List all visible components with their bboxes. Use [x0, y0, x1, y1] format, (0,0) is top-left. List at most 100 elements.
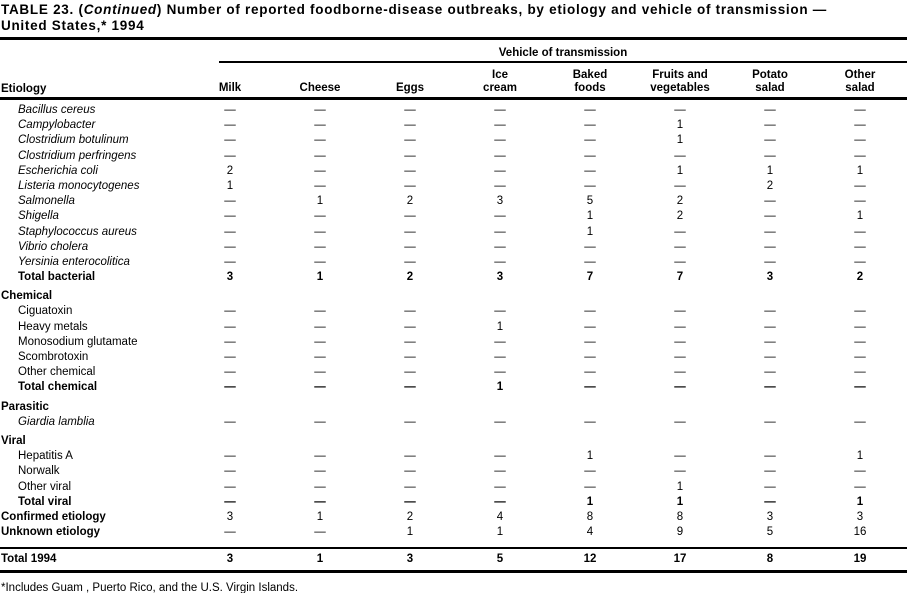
table-row: Parasitic [0, 400, 907, 415]
etiology-cell: Yersinia enterocolitica [18, 255, 130, 268]
value-cell: — [224, 225, 236, 238]
value-cell: — [764, 104, 776, 116]
value-cell: — [404, 415, 416, 428]
value-cell: — [584, 465, 596, 478]
value-cell: 2 [676, 210, 684, 223]
value-cell: — [764, 335, 776, 348]
value-cell: 2 [226, 164, 234, 177]
etiology-cell: Other viral [18, 480, 72, 493]
value-cell: — [494, 335, 506, 348]
etiology-cell: Campylobacter [18, 119, 96, 132]
etiology-cell: Bacillus cereus [18, 104, 96, 116]
value-cell: 3 [766, 271, 774, 284]
value-cell: 1 [586, 495, 594, 508]
value-cell: — [584, 179, 596, 192]
spanner-header: Vehicle of transmission [219, 46, 907, 63]
value-cell: 1 [676, 119, 684, 132]
table-row: Staphylococcus aureus — — — — 1 — — — [0, 225, 907, 240]
value-cell: — [674, 149, 686, 162]
value-cell: — [404, 450, 416, 463]
table-title-line2: United States,* 1994 [1, 17, 145, 33]
title-prefix: TABLE 23. ( [1, 2, 84, 17]
value-cell: — [494, 210, 506, 223]
table-row: Listeria monocytogenes 1 — — — — — 2 — [0, 179, 907, 194]
etiology-cell: Other chemical [18, 366, 96, 379]
value-cell: 3 [406, 553, 414, 566]
value-cell: — [584, 351, 596, 363]
value-cell: 1 [496, 381, 504, 394]
value-cell: 17 [673, 553, 687, 566]
value-cell: — [314, 465, 326, 478]
table-row: Campylobacter — — — — — 1 — — [0, 118, 907, 133]
table-row: Vibrio cholera — — — — — — — — [0, 240, 907, 255]
etiology-cell: Heavy metals [18, 320, 88, 333]
etiology-cell: Clostridium botulinum [18, 134, 129, 147]
etiology-cell: Total chemical [18, 381, 98, 394]
value-cell: — [584, 305, 596, 318]
table-row: Total chemical — — — 1 — — — — [0, 380, 907, 395]
value-cell: 1 [316, 553, 324, 566]
value-cell: — [764, 415, 776, 428]
value-cell: — [224, 526, 236, 539]
value-cell: — [404, 179, 416, 192]
value-cell: — [584, 134, 596, 147]
value-cell: 1 [856, 450, 864, 463]
value-cell: — [674, 335, 686, 348]
value-cell: — [674, 465, 686, 478]
value-cell: 1 [406, 526, 414, 539]
value-cell: — [674, 320, 686, 333]
value-cell: 2 [766, 179, 774, 192]
value-cell: 3 [226, 271, 234, 284]
value-cell: — [854, 255, 866, 268]
value-cell: — [584, 149, 596, 162]
value-cell: — [764, 149, 776, 162]
table-row: Chemical [0, 289, 907, 304]
value-cell: — [494, 255, 506, 268]
value-cell: — [314, 210, 326, 223]
value-cell: 2 [406, 271, 414, 284]
vehicle-column-header: Milk [218, 82, 242, 94]
value-cell: 1 [586, 450, 594, 463]
value-cell: 1 [316, 510, 324, 523]
table-row: Heavy metals — — — 1 — — — — [0, 320, 907, 335]
value-cell: — [404, 164, 416, 177]
etiology-cell: Hepatitis A [18, 450, 73, 463]
vehicle-column-header: Potato salad [752, 69, 788, 94]
value-cell: — [674, 255, 686, 268]
value-cell: 5 [766, 526, 774, 539]
value-cell: 19 [853, 553, 867, 566]
etiology-cell: Parasitic [1, 400, 49, 413]
value-cell: — [404, 495, 416, 508]
etiology-cell: Clostridium perfringens [18, 149, 137, 162]
table-row: Clostridium perfringens — — — — — — — — [0, 149, 907, 164]
value-cell: 9 [676, 526, 684, 539]
value-cell: — [584, 335, 596, 348]
value-cell: — [494, 305, 506, 318]
value-cell: — [584, 104, 596, 116]
value-cell: — [764, 351, 776, 363]
value-cell: — [584, 320, 596, 333]
value-cell: — [854, 465, 866, 478]
value-cell: — [764, 366, 776, 379]
value-cell: — [404, 335, 416, 348]
value-cell: — [494, 119, 506, 132]
value-cell: 2 [406, 510, 414, 523]
value-cell: — [674, 179, 686, 192]
value-cell: 1 [856, 210, 864, 223]
value-cell: — [854, 225, 866, 238]
value-cell: — [314, 305, 326, 318]
value-cell: — [314, 134, 326, 147]
value-cell: — [314, 179, 326, 192]
title-continued: Continued [83, 2, 157, 17]
etiology-cell: Staphylococcus aureus [18, 225, 137, 238]
value-cell: 1 [586, 225, 594, 238]
etiology-cell: Giardia lamblia [18, 415, 95, 428]
table-row: Giardia lamblia — — — — — — — — [0, 415, 907, 430]
value-cell: — [854, 195, 866, 208]
value-cell: — [674, 305, 686, 318]
value-cell: — [404, 381, 416, 394]
value-cell: 1 [856, 495, 864, 508]
table-row: Shigella — — — — 1 2 — 1 [0, 209, 907, 224]
value-cell: — [224, 210, 236, 223]
